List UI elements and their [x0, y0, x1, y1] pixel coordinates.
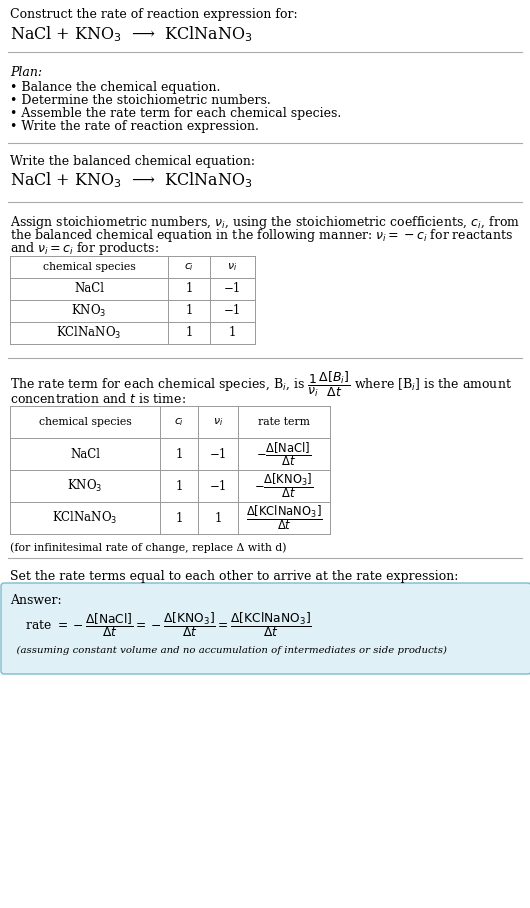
- Text: $\nu_i$: $\nu_i$: [227, 262, 237, 273]
- Text: 1: 1: [229, 327, 236, 340]
- Text: (assuming constant volume and no accumulation of intermediates or side products): (assuming constant volume and no accumul…: [10, 646, 447, 656]
- Text: • Balance the chemical equation.: • Balance the chemical equation.: [10, 81, 220, 94]
- Text: Write the balanced chemical equation:: Write the balanced chemical equation:: [10, 155, 255, 168]
- Text: −1: −1: [224, 282, 241, 295]
- Text: chemical species: chemical species: [39, 417, 131, 427]
- Text: $-\dfrac{\Delta[\mathrm{KNO_3}]}{\Delta t}$: $-\dfrac{\Delta[\mathrm{KNO_3}]}{\Delta …: [254, 471, 314, 500]
- Text: concentration and $t$ is time:: concentration and $t$ is time:: [10, 392, 186, 406]
- Text: KClNaNO$_3$: KClNaNO$_3$: [52, 510, 118, 526]
- Text: $-\dfrac{\Delta[\mathrm{NaCl}]}{\Delta t}$: $-\dfrac{\Delta[\mathrm{NaCl}]}{\Delta t…: [257, 440, 312, 468]
- Text: chemical species: chemical species: [42, 262, 135, 272]
- Text: the balanced chemical equation in the following manner: $\nu_i = -c_i$ for react: the balanced chemical equation in the fo…: [10, 227, 513, 244]
- Text: 1: 1: [214, 511, 222, 525]
- Text: and $\nu_i = c_i$ for products:: and $\nu_i = c_i$ for products:: [10, 240, 159, 257]
- Text: • Determine the stoichiometric numbers.: • Determine the stoichiometric numbers.: [10, 94, 271, 107]
- Text: −1: −1: [209, 448, 227, 460]
- Text: • Assemble the rate term for each chemical species.: • Assemble the rate term for each chemic…: [10, 107, 341, 120]
- Text: rate $= -\dfrac{\Delta[\mathrm{NaCl}]}{\Delta t} = -\dfrac{\Delta[\mathrm{KNO_3}: rate $= -\dfrac{\Delta[\mathrm{NaCl}]}{\…: [18, 610, 312, 639]
- FancyBboxPatch shape: [1, 583, 530, 674]
- Text: $\dfrac{\Delta[\mathrm{KClNaNO_3}]}{\Delta t}$: $\dfrac{\Delta[\mathrm{KClNaNO_3}]}{\Del…: [246, 504, 322, 532]
- Text: 1: 1: [186, 282, 193, 295]
- Text: −1: −1: [209, 479, 227, 492]
- Text: −1: −1: [224, 304, 241, 318]
- Text: KClNaNO$_3$: KClNaNO$_3$: [56, 325, 122, 341]
- Text: KNO$_3$: KNO$_3$: [72, 303, 107, 319]
- Text: The rate term for each chemical species, B$_i$, is $\dfrac{1}{\nu_i}\dfrac{\Delt: The rate term for each chemical species,…: [10, 370, 512, 400]
- Text: • Write the rate of reaction expression.: • Write the rate of reaction expression.: [10, 120, 259, 133]
- Text: 1: 1: [186, 327, 193, 340]
- Text: NaCl: NaCl: [74, 282, 104, 295]
- Text: Construct the rate of reaction expression for:: Construct the rate of reaction expressio…: [10, 8, 298, 21]
- Text: Plan:: Plan:: [10, 66, 42, 79]
- Text: Assign stoichiometric numbers, $\nu_i$, using the stoichiometric coefficients, $: Assign stoichiometric numbers, $\nu_i$, …: [10, 214, 520, 231]
- Text: NaCl: NaCl: [70, 448, 100, 460]
- Text: rate term: rate term: [258, 417, 310, 427]
- Text: KNO$_3$: KNO$_3$: [67, 478, 103, 494]
- Text: Answer:: Answer:: [10, 594, 61, 607]
- Text: $c_i$: $c_i$: [174, 416, 184, 428]
- Text: NaCl + KNO$_3$  ⟶  KClNaNO$_3$: NaCl + KNO$_3$ ⟶ KClNaNO$_3$: [10, 24, 253, 44]
- Text: NaCl + KNO$_3$  ⟶  KClNaNO$_3$: NaCl + KNO$_3$ ⟶ KClNaNO$_3$: [10, 170, 253, 190]
- Text: Set the rate terms equal to each other to arrive at the rate expression:: Set the rate terms equal to each other t…: [10, 570, 458, 583]
- Text: $\nu_i$: $\nu_i$: [213, 416, 223, 428]
- Text: (for infinitesimal rate of change, replace Δ with d): (for infinitesimal rate of change, repla…: [10, 542, 287, 553]
- Text: 1: 1: [175, 448, 183, 460]
- Text: $c_i$: $c_i$: [184, 262, 194, 273]
- Text: 1: 1: [175, 511, 183, 525]
- Text: 1: 1: [175, 479, 183, 492]
- Text: 1: 1: [186, 304, 193, 318]
